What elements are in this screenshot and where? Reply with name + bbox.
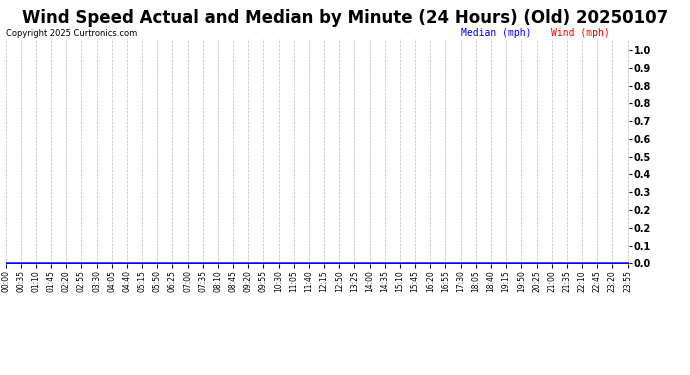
Text: Median (mph): Median (mph) bbox=[461, 28, 531, 38]
Text: Copyright 2025 Curtronics.com: Copyright 2025 Curtronics.com bbox=[6, 29, 137, 38]
Text: Wind (mph): Wind (mph) bbox=[551, 28, 610, 38]
Text: Wind Speed Actual and Median by Minute (24 Hours) (Old) 20250107: Wind Speed Actual and Median by Minute (… bbox=[22, 9, 668, 27]
